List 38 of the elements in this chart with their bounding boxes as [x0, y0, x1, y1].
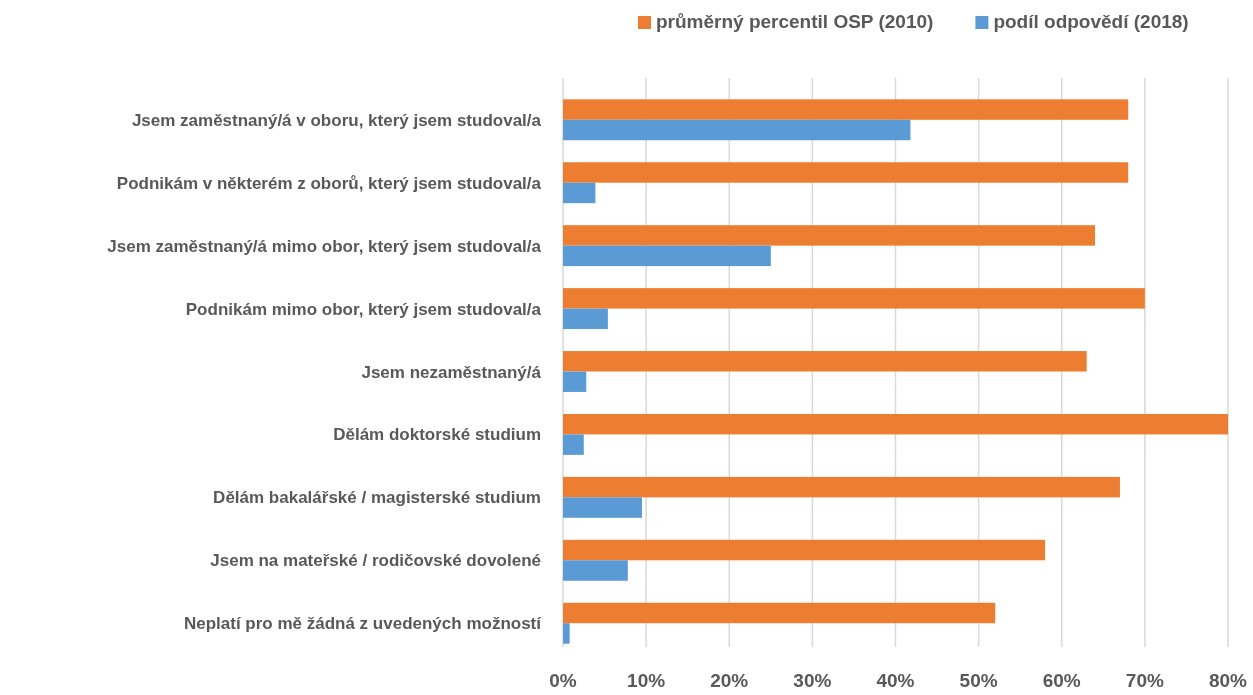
x-tick-label: 40%	[876, 670, 915, 691]
y-tick-label: Neplatí pro mě žádná z uvedených možností	[183, 614, 543, 634]
bar	[563, 351, 1087, 372]
y-tick-label: Dělám doktorské studium	[333, 425, 541, 445]
bar	[563, 225, 1095, 246]
bar	[563, 288, 1145, 309]
legend-label: podíl odpovědí (2018)	[993, 11, 1189, 32]
bar	[563, 434, 584, 455]
y-tick-label: Podnikám v některém z oborů, který jsem studoval/a	[116, 173, 542, 193]
y-tick-label: Jsem zaměstnaný/á mimo obor, který jsem studoval/a	[107, 236, 542, 256]
x-tick-label: 70%	[1125, 670, 1164, 691]
x-tick-label: 60%	[1042, 670, 1081, 691]
x-tick-label: 0%	[549, 670, 577, 691]
legend-label: průměrný percentil OSP (2010)	[656, 11, 934, 32]
bar	[563, 371, 587, 392]
x-tick-label: 50%	[959, 670, 998, 691]
bar	[563, 560, 628, 581]
bar	[563, 245, 771, 267]
bar	[563, 308, 608, 330]
bar	[563, 539, 1046, 561]
bar	[563, 182, 596, 204]
y-tick-label: Jsem na mateřské / rodičovské dovolené	[210, 551, 541, 571]
bar	[563, 476, 1120, 498]
y-tick-label: Dělám bakalářské / magisterské studium	[213, 488, 541, 508]
bar	[563, 497, 642, 518]
y-tick-label: Podnikám mimo obor, který jsem studoval/a	[185, 299, 542, 319]
x-tick-label: 20%	[710, 670, 749, 691]
bar	[563, 119, 911, 141]
x-tick-label: 10%	[627, 670, 666, 691]
bar	[563, 602, 996, 624]
x-tick-label: 80%	[1208, 670, 1248, 691]
bar	[563, 162, 1129, 183]
y-tick-label: Jsem zaměstnaný/á v oboru, který jsem studoval/a	[131, 110, 542, 130]
y-tick-label: Jsem nezaměstnaný/á	[361, 362, 542, 382]
x-tick-label: 30%	[793, 670, 832, 691]
bar	[563, 623, 570, 644]
bar	[563, 413, 1228, 435]
bar	[563, 99, 1129, 120]
